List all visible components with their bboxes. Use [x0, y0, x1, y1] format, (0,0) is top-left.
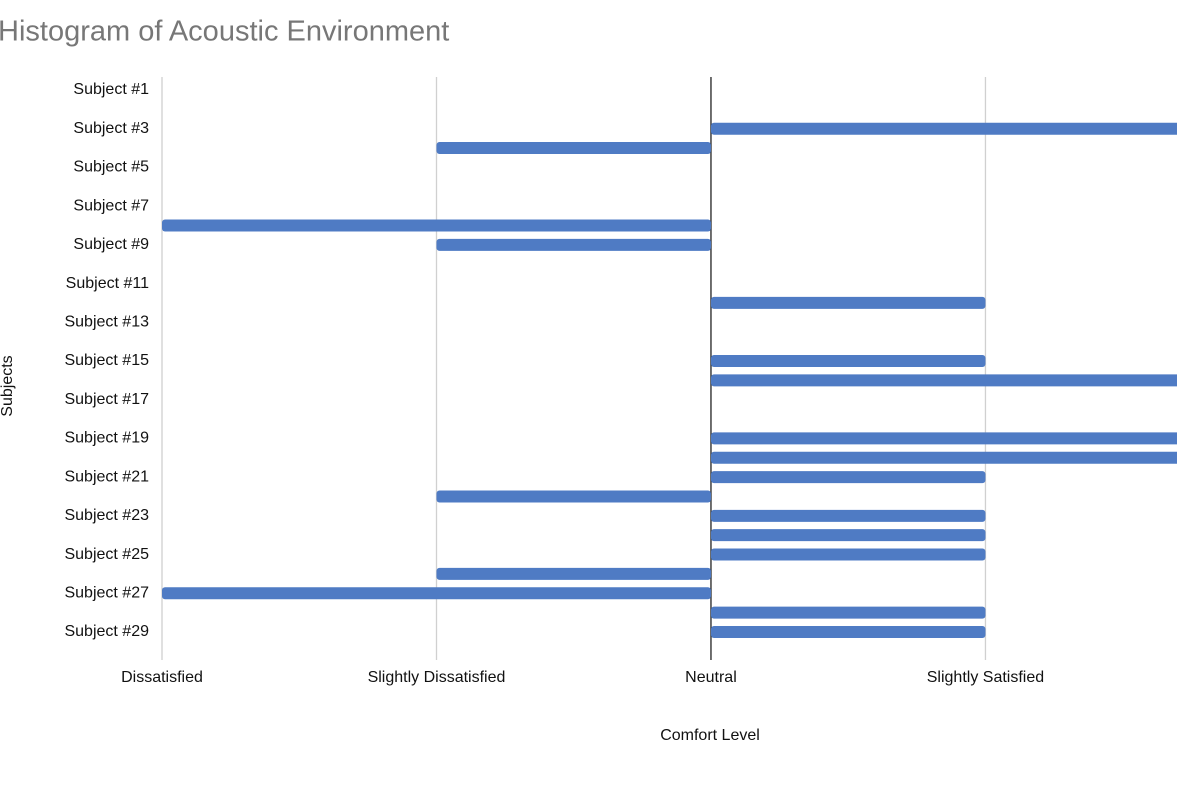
- bar: [436, 490, 711, 503]
- bar: [710, 529, 986, 542]
- bar: [162, 219, 711, 232]
- y-tick-label: Subject #3: [73, 120, 149, 137]
- y-axis-label: Subjects: [0, 355, 16, 416]
- y-tick-label: Subject #17: [64, 391, 149, 408]
- grid: [161, 77, 987, 660]
- y-tick-label: Subject #1: [73, 81, 149, 98]
- bar: [710, 354, 986, 367]
- bar: [710, 548, 986, 561]
- y-tick-label: Subject #11: [66, 275, 149, 292]
- bar: [710, 432, 1177, 445]
- bar: [710, 509, 986, 522]
- bar: [710, 374, 1177, 387]
- bars: [162, 122, 1177, 638]
- y-tick-label: Subject #25: [64, 546, 149, 563]
- y-tick-label: Subject #15: [64, 352, 149, 369]
- x-tick-label: Dissatisfied: [121, 669, 203, 686]
- y-tick-label: Subject #7: [73, 197, 149, 214]
- x-tick-label: Slightly Satisfied: [927, 669, 1044, 686]
- bar: [436, 567, 711, 580]
- y-tick-label: Subject #21: [64, 468, 149, 485]
- bar: [162, 587, 711, 600]
- y-tick-label: Subject #19: [64, 430, 149, 447]
- chart-title: Histogram of Acoustic Environment: [0, 16, 449, 48]
- bar: [436, 238, 711, 251]
- y-tick-label: Subject #5: [73, 159, 149, 176]
- bar: [710, 471, 986, 484]
- y-tick-label: Subject #29: [64, 623, 149, 640]
- bar: [436, 142, 711, 155]
- bar: [710, 451, 1177, 464]
- y-tick-label: Subject #9: [73, 236, 149, 253]
- x-tick-label: Neutral: [685, 669, 737, 686]
- bar: [710, 122, 1177, 135]
- bar: [710, 625, 986, 638]
- x-axis-label: Comfort Level: [660, 727, 760, 744]
- y-tick-label: Subject #27: [64, 584, 149, 601]
- y-tick-label: Subject #13: [64, 313, 149, 330]
- bar: [710, 296, 986, 309]
- x-tick-label: Slightly Dissatisfied: [368, 669, 506, 686]
- y-tick-label: Subject #23: [64, 507, 149, 524]
- bar: [710, 606, 986, 619]
